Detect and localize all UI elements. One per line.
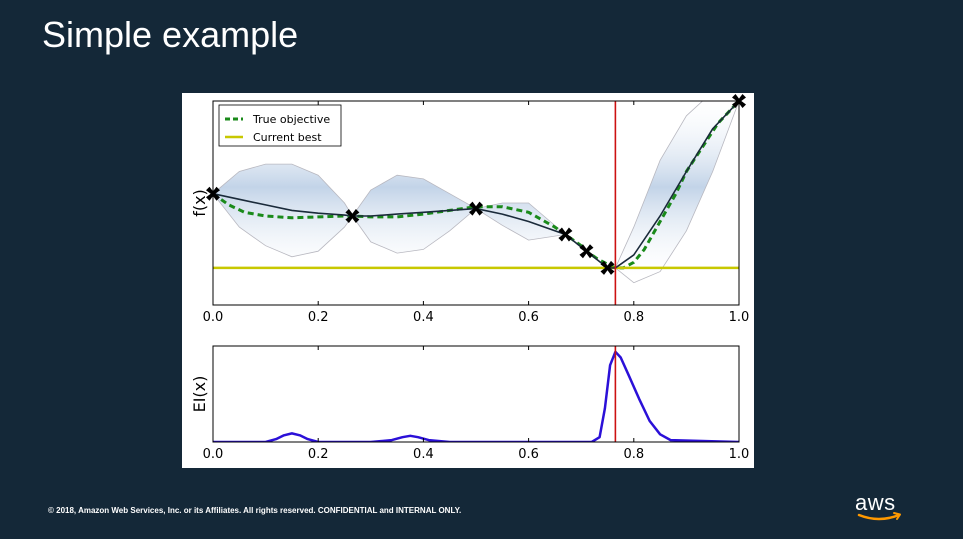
x-tick-label: 0.2	[308, 447, 329, 462]
figure-panel: 0.0 0.2 0.4 0.6 0.8 1.0 f(x) True objective Curr…	[182, 93, 754, 468]
plot-area	[213, 350, 739, 442]
x-tick-label: 1.0	[729, 310, 750, 325]
copyright-footer: © 2018, Amazon Web Services, Inc. or its…	[48, 506, 462, 515]
observation-point	[558, 227, 573, 242]
observation-point	[579, 244, 594, 259]
uncertainty-band	[213, 101, 739, 283]
legend-entry-label: True objective	[252, 113, 330, 126]
bayes-opt-figure: 0.0 0.2 0.4 0.6 0.8 1.0 f(x) True objective Curr…	[190, 94, 750, 462]
x-tick-label: 0.8	[623, 447, 644, 462]
series-expected-improvement	[213, 350, 739, 442]
aws-logo: aws	[855, 490, 905, 526]
y-axis-label: f(x)	[190, 189, 209, 217]
legend-box	[218, 104, 342, 147]
aws-logo-text: aws	[855, 490, 896, 515]
observation-point	[600, 260, 615, 275]
ei-plot: 0.0 0.2 0.4 0.6 0.8 1.0 EI(x)	[190, 345, 750, 462]
x-tick-label: 0.6	[518, 447, 539, 462]
x-tick-label: 0.4	[413, 447, 434, 462]
observation-point	[345, 208, 360, 223]
observation-point	[469, 201, 483, 216]
axes-frame	[212, 345, 740, 443]
legend-entry-label: Current best	[253, 131, 322, 144]
x-tick-label: 0.0	[203, 447, 224, 462]
x-tick-label: 0.0	[203, 310, 224, 325]
aws-smile-icon	[857, 512, 901, 521]
legend: True objective Current best	[218, 104, 342, 147]
axes-frame	[212, 100, 740, 306]
x-tick-label: 0.2	[308, 310, 329, 325]
x-tick-label: 0.4	[413, 310, 434, 325]
y-axis-label: EI(x)	[190, 376, 209, 413]
objective-plot: 0.0 0.2 0.4 0.6 0.8 1.0 f(x) True objective Curr…	[190, 94, 750, 325]
series-true-objective	[213, 101, 739, 270]
slide-title: Simple example	[42, 14, 299, 55]
x-tick-label: 0.8	[623, 310, 644, 325]
x-tick-label: 1.0	[729, 447, 750, 462]
x-tick-label: 0.6	[518, 310, 539, 325]
